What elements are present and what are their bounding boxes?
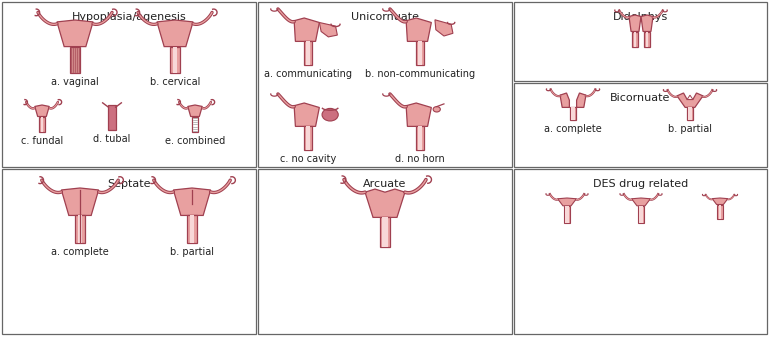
Bar: [514, 2, 767, 81]
Bar: [78, 215, 82, 243]
Bar: [564, 206, 570, 223]
Polygon shape: [687, 95, 693, 99]
Text: b. partial: b. partial: [170, 247, 214, 257]
Text: a. complete: a. complete: [51, 247, 109, 257]
Text: Arcuate: Arcuate: [363, 179, 407, 189]
Bar: [2, 2, 256, 167]
Ellipse shape: [322, 109, 338, 121]
Bar: [646, 31, 648, 47]
Polygon shape: [365, 189, 405, 217]
Text: e. combined: e. combined: [165, 136, 225, 146]
Bar: [688, 108, 691, 120]
Text: d. no horn: d. no horn: [395, 154, 445, 164]
Text: Unicornuate: Unicornuate: [351, 12, 419, 22]
Bar: [644, 31, 650, 47]
Bar: [304, 41, 312, 65]
Bar: [514, 83, 767, 167]
Bar: [258, 169, 512, 334]
Bar: [258, 2, 512, 167]
Polygon shape: [157, 20, 193, 47]
Bar: [687, 108, 693, 120]
Bar: [2, 169, 256, 334]
Bar: [638, 206, 644, 223]
Bar: [306, 126, 310, 150]
Text: DES drug related: DES drug related: [593, 179, 688, 189]
Ellipse shape: [433, 106, 441, 112]
Text: Didelphys: Didelphys: [613, 12, 668, 22]
Bar: [416, 126, 424, 150]
Bar: [418, 41, 422, 65]
Polygon shape: [560, 93, 570, 108]
Bar: [108, 105, 115, 130]
Bar: [418, 126, 422, 150]
Bar: [189, 215, 195, 243]
Bar: [514, 169, 767, 334]
Bar: [571, 108, 574, 120]
Bar: [306, 41, 310, 65]
Bar: [192, 117, 198, 132]
Polygon shape: [35, 105, 49, 117]
Bar: [304, 126, 312, 150]
Bar: [640, 206, 643, 223]
Bar: [70, 47, 80, 73]
Polygon shape: [406, 18, 431, 41]
Polygon shape: [712, 198, 727, 205]
Polygon shape: [435, 20, 453, 36]
Polygon shape: [558, 198, 576, 206]
Bar: [719, 205, 721, 219]
Bar: [565, 206, 568, 223]
Polygon shape: [629, 15, 641, 31]
Text: d. tubal: d. tubal: [93, 134, 131, 144]
Bar: [41, 117, 43, 132]
Polygon shape: [294, 103, 319, 126]
Bar: [634, 31, 636, 47]
Text: Bicornuate: Bicornuate: [611, 93, 671, 103]
Polygon shape: [62, 188, 98, 215]
Text: Septate: Septate: [107, 179, 151, 189]
Bar: [570, 108, 576, 120]
Bar: [416, 41, 424, 65]
Text: b. partial: b. partial: [668, 124, 712, 134]
Bar: [187, 215, 197, 243]
Bar: [75, 215, 85, 243]
Bar: [172, 47, 178, 73]
Text: a. complete: a. complete: [544, 124, 602, 134]
Bar: [717, 205, 723, 219]
Text: a. communicating: a. communicating: [264, 69, 352, 79]
Polygon shape: [188, 105, 202, 117]
Polygon shape: [641, 15, 653, 31]
Polygon shape: [294, 18, 319, 41]
Polygon shape: [576, 93, 586, 108]
Text: b. non-communicating: b. non-communicating: [365, 69, 475, 79]
Polygon shape: [677, 93, 703, 108]
Bar: [632, 31, 638, 47]
Text: c. no cavity: c. no cavity: [280, 154, 336, 164]
Polygon shape: [57, 20, 93, 47]
Polygon shape: [173, 188, 211, 215]
Text: Hypoplasia/agenesis: Hypoplasia/agenesis: [72, 12, 186, 22]
Polygon shape: [319, 23, 338, 37]
Text: c. fundal: c. fundal: [21, 136, 63, 146]
Polygon shape: [406, 103, 431, 126]
Bar: [382, 217, 388, 247]
Text: a. vaginal: a. vaginal: [51, 77, 99, 87]
Bar: [39, 117, 45, 132]
Polygon shape: [631, 198, 651, 206]
Bar: [380, 217, 390, 247]
Text: b. cervical: b. cervical: [150, 77, 200, 87]
Bar: [170, 47, 180, 73]
